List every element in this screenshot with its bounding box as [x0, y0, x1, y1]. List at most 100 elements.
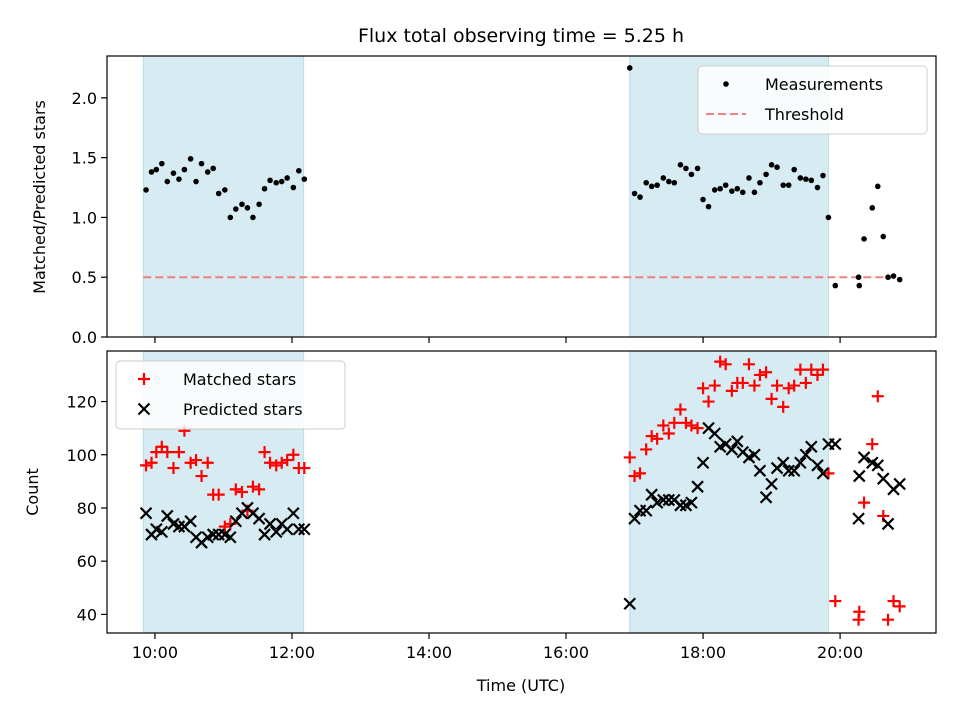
data-point — [696, 456, 710, 470]
x-tick-label: 10:00 — [132, 643, 178, 662]
data-point — [742, 358, 755, 371]
data-point — [731, 435, 744, 448]
data-point — [808, 177, 815, 184]
data-point — [702, 395, 715, 408]
data-point — [759, 491, 773, 504]
data-point — [161, 509, 174, 523]
count-y-axis-label: Count — [23, 468, 42, 516]
data-point — [184, 514, 197, 528]
data-point — [284, 175, 290, 181]
y-tick-label: 80 — [77, 499, 97, 518]
data-point — [799, 376, 812, 389]
data-point — [269, 525, 283, 539]
data-point — [857, 451, 871, 464]
data-point — [662, 493, 676, 507]
data-point — [639, 504, 653, 517]
data-point — [816, 467, 830, 480]
legend-marker — [137, 402, 151, 416]
data-point — [685, 496, 698, 509]
data-point — [287, 448, 300, 461]
data-point — [751, 189, 758, 196]
legend-marker — [138, 373, 150, 385]
data-point — [159, 160, 165, 167]
data-point — [832, 282, 839, 289]
data-point — [753, 464, 767, 477]
data-point — [287, 507, 300, 520]
data-point — [662, 427, 675, 440]
data-point — [753, 368, 766, 381]
data-point — [757, 179, 763, 186]
data-point — [187, 156, 194, 162]
data-point — [771, 379, 784, 392]
x-tick-label: 16:00 — [543, 643, 589, 662]
data-point — [871, 390, 884, 403]
observing-window-0 — [142, 55, 305, 338]
data-point — [181, 166, 188, 173]
count-legend: Matched stars Predicted stars — [115, 360, 346, 430]
data-point — [811, 459, 824, 472]
data-point — [270, 459, 283, 472]
data-point — [777, 400, 790, 413]
data-point — [184, 456, 197, 469]
data-point — [691, 422, 704, 435]
data-point — [643, 179, 649, 186]
data-point — [688, 171, 695, 178]
data-point — [267, 177, 273, 184]
data-point — [708, 379, 721, 392]
data-point — [253, 483, 266, 496]
data-point — [794, 363, 807, 376]
y-tick-label: 0.5 — [72, 268, 97, 287]
x-axis-label: Time (UTC) — [476, 676, 565, 695]
data-point — [215, 190, 222, 197]
data-point — [301, 176, 308, 182]
data-point — [167, 462, 180, 475]
data-point — [195, 470, 208, 483]
data-point — [634, 467, 647, 480]
data-point — [729, 188, 735, 194]
data-point — [292, 522, 306, 536]
data-point — [866, 438, 879, 451]
data-point — [161, 446, 174, 459]
data-point — [204, 169, 211, 175]
data-point — [714, 355, 727, 368]
data-point — [298, 462, 311, 475]
data-point — [705, 203, 712, 210]
ratio-panel: 0.00.51.01.52.0 Matched/Predicted stars … — [30, 55, 937, 347]
data-point — [893, 477, 906, 491]
data-point — [776, 456, 790, 470]
data-point — [685, 419, 698, 432]
data-point — [683, 165, 689, 172]
data-point — [252, 512, 266, 525]
data-point — [648, 183, 655, 190]
data-point — [780, 182, 787, 188]
data-point — [829, 437, 842, 451]
data-point — [143, 187, 149, 193]
y-tick-label: 1.5 — [72, 149, 97, 168]
data-point — [637, 194, 643, 200]
data-point — [881, 517, 895, 531]
data-point — [206, 528, 220, 541]
data-point — [861, 236, 867, 242]
data-point — [725, 443, 739, 456]
data-point — [852, 469, 866, 483]
data-point — [273, 179, 280, 186]
data-point — [280, 522, 294, 536]
legend-box — [697, 65, 928, 135]
data-point — [887, 595, 900, 608]
axes-frame — [106, 350, 937, 634]
data-point — [153, 166, 160, 173]
data-point — [281, 454, 294, 467]
data-point — [155, 525, 169, 539]
ratio-legend: Measurements Threshold — [697, 65, 928, 135]
data-point — [791, 166, 797, 173]
data-point — [765, 477, 778, 491]
data-point — [235, 486, 248, 498]
y-tick-label: 0.0 — [72, 328, 97, 347]
count-x-axis: 10:00 12:00 14:00 16:00 18:00 20:00 — [132, 633, 863, 662]
ratio-y-axis-label: Matched/Predicted stars — [30, 100, 49, 294]
data-point — [631, 190, 638, 197]
data-point — [739, 189, 746, 196]
axes-frame — [106, 55, 937, 338]
data-point — [869, 205, 876, 211]
data-point — [278, 178, 285, 185]
